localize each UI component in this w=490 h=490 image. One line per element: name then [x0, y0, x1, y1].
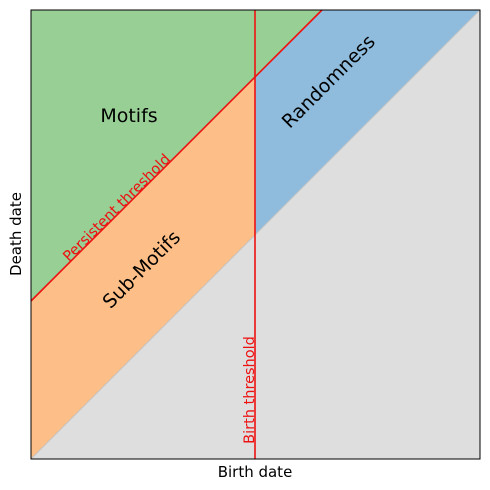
y-axis-label: Death date: [7, 192, 25, 276]
birth-threshold-label: Birth threshold: [242, 336, 258, 444]
motifs-label: Motifs: [100, 105, 157, 127]
sub-motifs-region: [31, 77, 255, 459]
x-axis-label: Birth date: [218, 463, 293, 481]
plot-frame: [30, 9, 481, 460]
persistent-threshold-line: [30, 9, 323, 302]
